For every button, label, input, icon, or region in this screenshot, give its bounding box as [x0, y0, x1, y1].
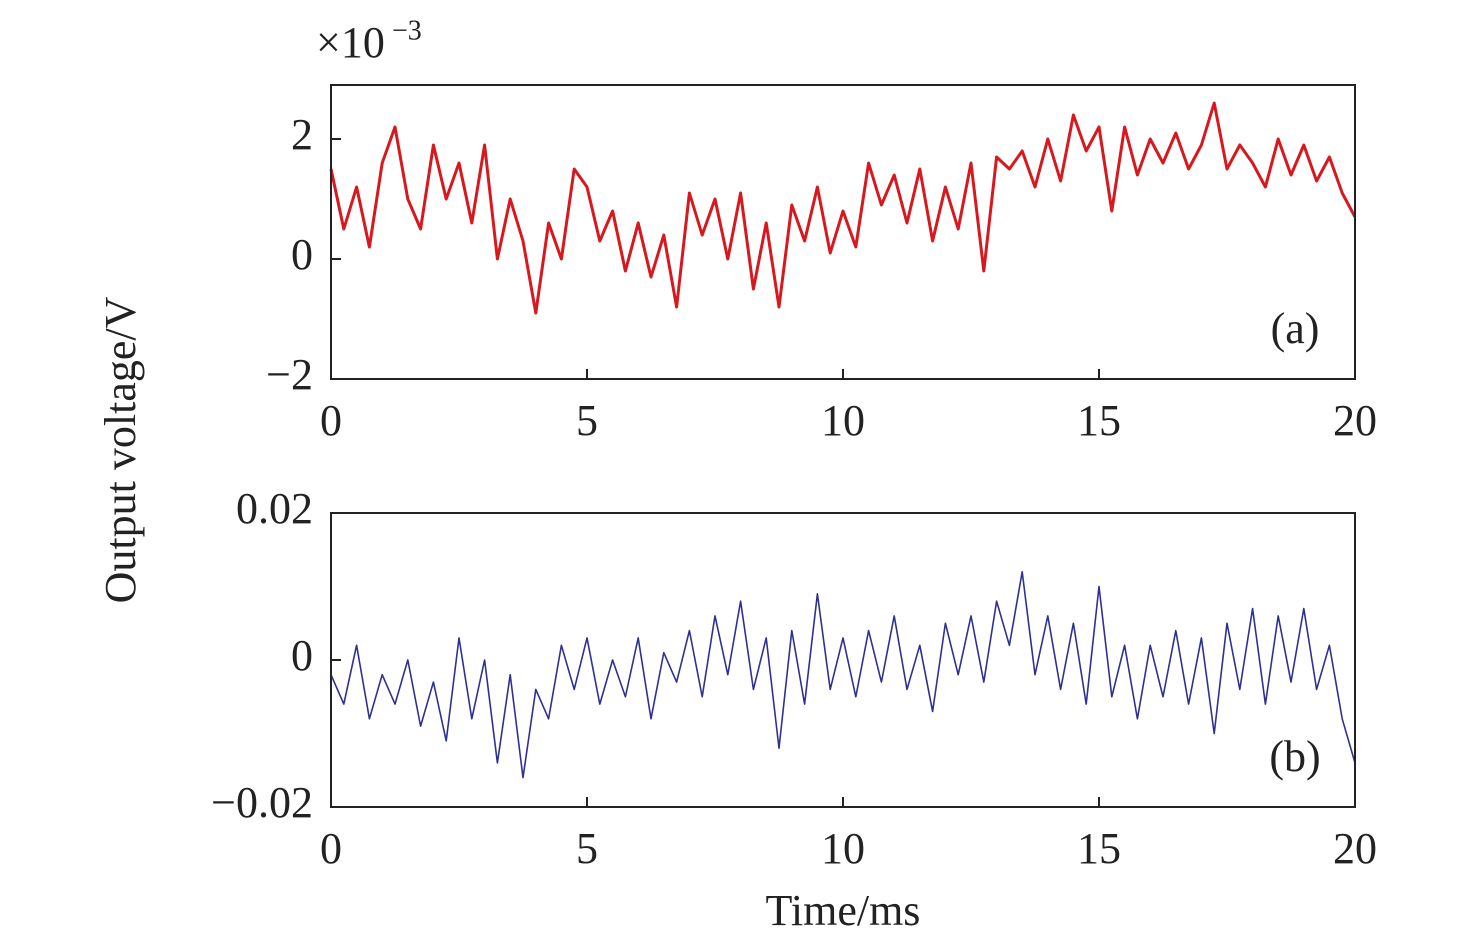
- plot-frame: [330, 84, 1356, 380]
- signal-line: [329, 101, 1357, 315]
- panel-label: (a): [1271, 304, 1320, 353]
- x-tick-label: 0: [320, 824, 342, 873]
- y-multiplier-exponent: −3: [392, 15, 422, 46]
- y-tick-label: 0: [291, 230, 313, 279]
- y-tick-label: 0.02: [236, 484, 313, 533]
- y-tick-label: 0: [291, 631, 313, 680]
- x-tick-label: 0: [320, 396, 342, 445]
- x-tick-label: 10: [821, 396, 865, 445]
- x-tick-label: 5: [576, 396, 598, 445]
- x-tick-label: 20: [1333, 824, 1377, 873]
- panel-label: (b): [1269, 732, 1320, 781]
- y-tick-label: −0.02: [211, 778, 313, 827]
- signal-line: [330, 571, 1356, 779]
- x-axis-label: Time/ms: [766, 886, 921, 935]
- y-tick-label: 2: [291, 110, 313, 159]
- x-tick-label: 15: [1077, 396, 1121, 445]
- x-tick-label: 10: [821, 824, 865, 873]
- y-multiplier: ×10: [316, 18, 385, 67]
- x-tick-label: 20: [1333, 396, 1377, 445]
- y-axis-label: Output voltage/V: [96, 296, 145, 603]
- y-tick-label: −2: [266, 350, 313, 399]
- x-tick-label: 15: [1077, 824, 1121, 873]
- x-tick-label: 5: [576, 824, 598, 873]
